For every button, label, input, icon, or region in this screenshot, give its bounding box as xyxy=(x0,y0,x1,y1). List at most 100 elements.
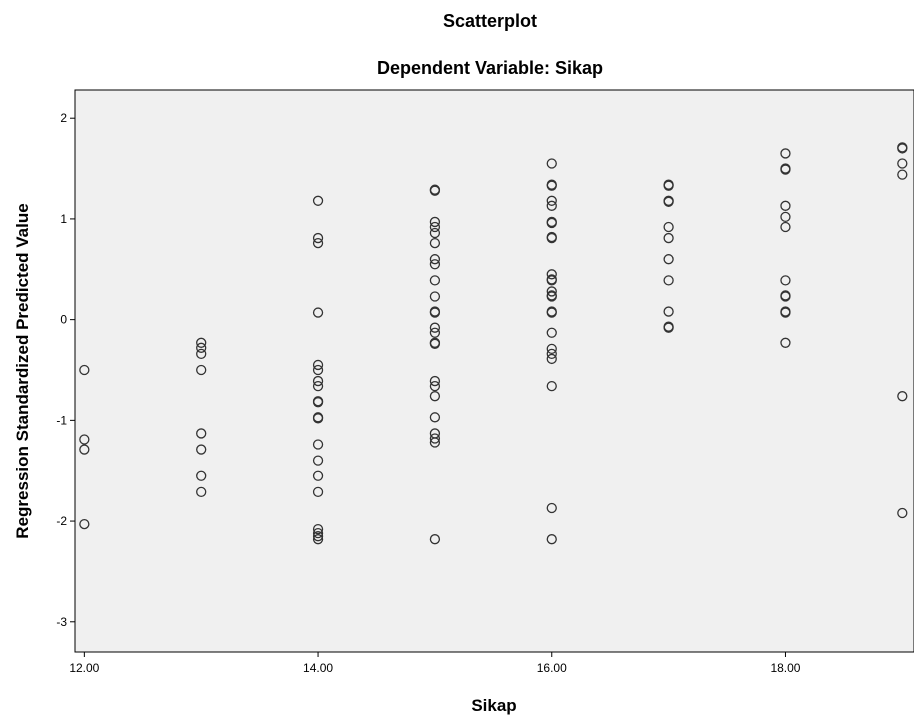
data-point xyxy=(663,196,674,207)
data-point xyxy=(429,227,441,239)
y-tick-label: -1 xyxy=(56,413,67,427)
data-point xyxy=(312,359,324,371)
data-point xyxy=(663,221,674,233)
data-point xyxy=(79,518,90,530)
data-point xyxy=(546,200,557,211)
data-point xyxy=(196,364,207,376)
data-point xyxy=(546,217,557,229)
data-point xyxy=(780,307,791,318)
x-axis-label: Sikap xyxy=(471,696,516,715)
data-point xyxy=(546,275,557,286)
data-point xyxy=(429,534,441,545)
data-point xyxy=(429,322,441,333)
data-point xyxy=(312,364,324,376)
data-point xyxy=(312,413,324,424)
data-point xyxy=(312,380,324,392)
data-point xyxy=(780,221,791,233)
data-point xyxy=(429,259,441,270)
data-point xyxy=(196,470,207,481)
x-tick-label: 14.00 xyxy=(303,661,333,675)
data-point xyxy=(897,507,908,519)
y-tick-label: 1 xyxy=(60,212,67,226)
data-point xyxy=(663,322,674,333)
data-point xyxy=(780,164,791,175)
data-point xyxy=(546,348,557,360)
data-point xyxy=(429,237,441,249)
data-point xyxy=(429,327,441,338)
data-point xyxy=(546,502,557,514)
data-point xyxy=(429,291,441,302)
data-point xyxy=(196,337,207,348)
data-point xyxy=(663,180,674,191)
data-point xyxy=(546,269,557,280)
data-point xyxy=(897,391,908,402)
data-point xyxy=(312,523,324,535)
data-point xyxy=(312,534,324,545)
data-point xyxy=(429,433,441,444)
data-point xyxy=(780,275,791,286)
data-point xyxy=(429,380,441,392)
data-point xyxy=(663,254,674,265)
data-point xyxy=(429,275,441,286)
data-point xyxy=(312,237,324,249)
data-point xyxy=(429,437,441,448)
data-point xyxy=(312,375,324,387)
data-point xyxy=(312,195,324,206)
data-point xyxy=(780,148,791,159)
data-point xyxy=(429,307,441,318)
data-point xyxy=(546,327,557,338)
data-point xyxy=(546,232,557,244)
data-point xyxy=(196,444,207,455)
data-point xyxy=(79,364,90,376)
data-point xyxy=(312,232,324,244)
data-point xyxy=(312,397,324,408)
x-tick-label: 18.00 xyxy=(770,661,800,675)
data-point xyxy=(780,291,791,302)
data-point xyxy=(429,412,441,423)
data-point xyxy=(663,275,674,286)
plot-area xyxy=(74,89,914,653)
data-point xyxy=(429,338,441,349)
data-point xyxy=(429,221,441,233)
data-point xyxy=(312,455,324,466)
data-point xyxy=(312,531,324,542)
x-axis: 12.00 14.00 16.00 18.00 xyxy=(69,652,801,675)
data-point xyxy=(897,169,908,180)
data-point xyxy=(429,254,441,265)
data-point xyxy=(312,470,324,481)
y-axis: 2 1 0 -1 -2 -3 xyxy=(56,111,75,629)
y-tick-label: -2 xyxy=(56,514,67,528)
data-point xyxy=(196,348,207,360)
data-point xyxy=(312,307,324,318)
x-tick-label: 16.00 xyxy=(537,661,567,675)
chart-subtitle: Dependent Variable: Sikap xyxy=(377,58,603,78)
data-point xyxy=(897,158,908,169)
data-point xyxy=(429,185,441,196)
data-point xyxy=(546,195,557,206)
data-point xyxy=(429,216,441,228)
y-tick-label: 2 xyxy=(60,111,67,125)
data-point xyxy=(780,200,791,211)
data-point xyxy=(429,375,441,387)
data-point xyxy=(312,528,324,539)
data-point xyxy=(546,286,557,297)
data-point xyxy=(196,486,207,498)
data-point xyxy=(546,343,557,354)
data-point xyxy=(196,428,207,439)
data-point xyxy=(546,380,557,392)
y-tick-label: 0 xyxy=(60,313,67,327)
data-point xyxy=(429,391,441,402)
data-point xyxy=(79,444,90,455)
data-point xyxy=(780,211,791,223)
y-tick-label: -3 xyxy=(56,615,67,629)
chart-title: Scatterplot xyxy=(443,11,537,31)
data-point xyxy=(663,232,674,244)
data-point xyxy=(312,486,324,498)
data-point xyxy=(780,337,791,348)
data-point xyxy=(663,306,674,317)
data-point xyxy=(546,158,557,169)
data-point xyxy=(312,439,324,450)
data-point xyxy=(79,434,90,445)
